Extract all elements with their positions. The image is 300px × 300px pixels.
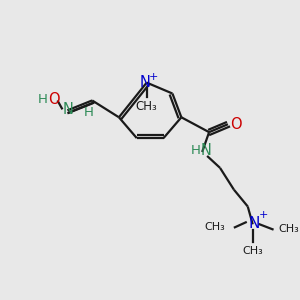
Text: CH₃: CH₃ [205, 222, 225, 232]
Text: +: + [149, 72, 158, 82]
Text: CH₃: CH₃ [278, 224, 299, 234]
Text: N: N [201, 143, 212, 158]
Text: H: H [190, 143, 200, 157]
Text: O: O [48, 92, 59, 107]
Text: N: N [248, 216, 260, 231]
Text: N: N [63, 102, 74, 117]
Text: CH₃: CH₃ [136, 100, 158, 113]
Text: H: H [83, 106, 93, 119]
Text: O: O [230, 117, 242, 132]
Text: H: H [38, 93, 48, 106]
Text: N: N [139, 75, 150, 90]
Text: +: + [259, 210, 268, 220]
Text: CH₃: CH₃ [242, 246, 263, 256]
